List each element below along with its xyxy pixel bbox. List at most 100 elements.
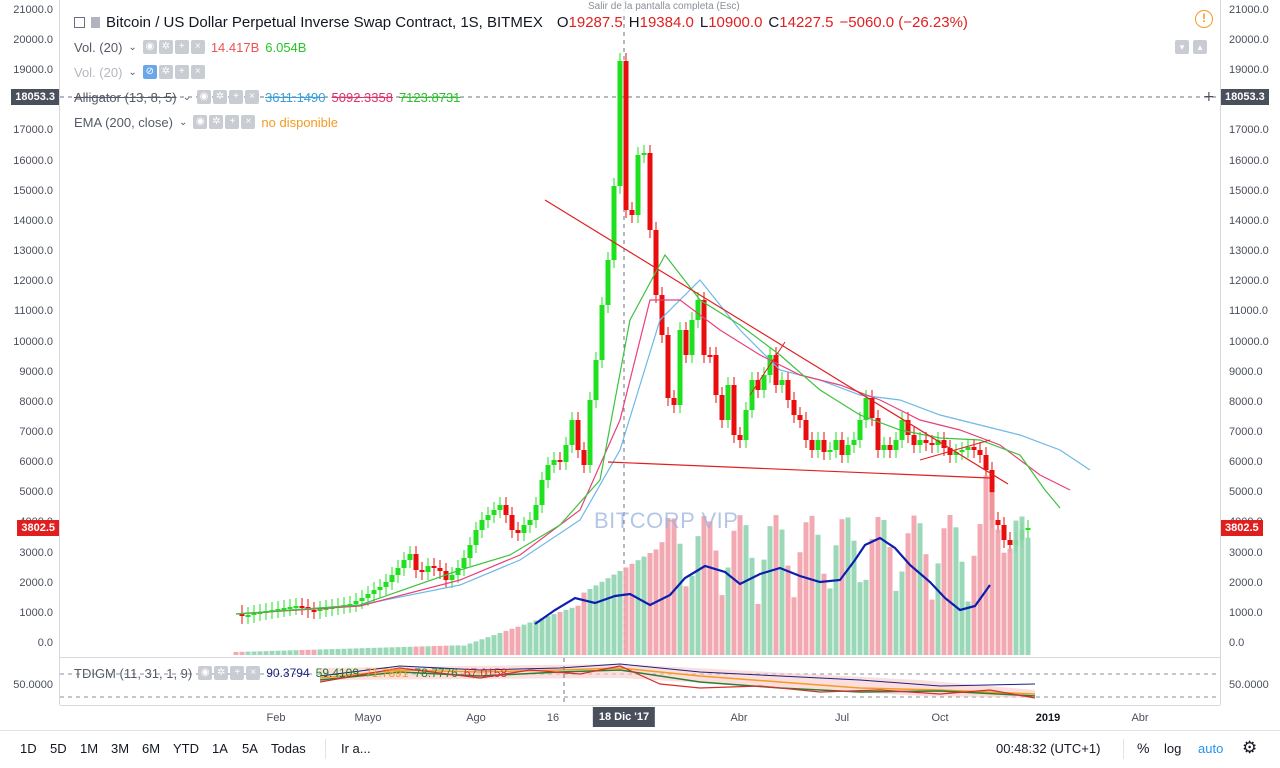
range-button-ytd[interactable]: YTD <box>173 741 199 756</box>
candle-body <box>815 440 821 450</box>
price-chart-canvas[interactable]: + <box>60 0 1220 656</box>
close-icon[interactable]: × <box>190 40 205 54</box>
price-tick-label: 20000.0 <box>13 34 53 46</box>
oscillator-name[interactable]: TDIGM (11, 31, 1, 9) <box>74 665 193 681</box>
oscillator-canvas[interactable] <box>60 658 1220 705</box>
volume-bar <box>893 590 899 655</box>
price-tick-label: 21000.0 <box>13 3 53 16</box>
indicator-name[interactable]: Vol. (20) <box>74 64 123 80</box>
more-icon[interactable]: + <box>174 40 189 54</box>
left-price-axis[interactable]: 21000.020000.019000.018000.017000.016000… <box>0 0 60 705</box>
candle-body <box>653 230 659 295</box>
log-scale-toggle[interactable]: log <box>1164 741 1182 756</box>
collapse-pane-icon[interactable]: ▾ <box>1175 40 1189 54</box>
candle-body <box>599 305 605 360</box>
volume-bar <box>611 574 617 655</box>
main-chart-pane[interactable]: + BITCORP VIP Salir de la pantalla compl… <box>60 0 1220 656</box>
price-tick-label: 5000.0 <box>19 486 53 499</box>
close-icon[interactable]: × <box>241 115 256 129</box>
volume-bar <box>587 589 593 655</box>
volume-bar <box>815 534 821 655</box>
flag-icon[interactable] <box>91 16 100 28</box>
price-tick-label: 6000.0 <box>19 456 53 469</box>
auto-scale-toggle[interactable]: auto <box>1198 741 1224 756</box>
volume-bar <box>371 647 377 655</box>
candle-body <box>557 460 563 462</box>
hidden-eye-icon[interactable]: ⊘ <box>142 65 157 79</box>
time-tick-label: Mayo <box>354 712 382 724</box>
candle-body <box>671 398 677 405</box>
maximize-pane-icon[interactable]: ▴ <box>1193 40 1207 54</box>
price-tick-label: 13000.0 <box>13 245 53 258</box>
candle-body <box>251 613 257 615</box>
symbol-title[interactable]: Bitcoin / US Dollar Perpetual Inverse Sw… <box>106 13 543 31</box>
range-button-1m[interactable]: 1M <box>80 741 99 756</box>
close-icon[interactable]: × <box>246 666 261 680</box>
settings-icon[interactable]: ✲ <box>213 90 227 104</box>
right-price-axis[interactable]: 21000.020000.019000.018000.017000.016000… <box>1220 0 1280 705</box>
gear-icon[interactable]: ⚙ <box>1242 738 1258 757</box>
range-button-3m[interactable]: 3M <box>111 741 130 756</box>
settings-icon[interactable]: ✲ <box>209 115 224 129</box>
indicator-name[interactable]: Alligator (13, 8, 5) <box>74 89 177 105</box>
range-button-todas[interactable]: Todas <box>271 741 306 756</box>
candle-body <box>851 440 857 445</box>
range-button-1d[interactable]: 1D <box>20 741 37 756</box>
more-icon[interactable]: + <box>174 65 189 79</box>
price-tick-label: 17000.0 <box>1229 124 1269 137</box>
eye-icon[interactable]: ◉ <box>198 666 213 680</box>
candle-body <box>977 450 983 455</box>
range-button-5d[interactable]: 5D <box>50 741 67 756</box>
volume-bar <box>311 649 317 655</box>
chevron-down-icon[interactable]: ⌄ <box>182 91 191 103</box>
candle-body <box>953 452 959 455</box>
candle-body <box>935 440 941 445</box>
volume-bar <box>245 651 251 655</box>
chevron-down-icon[interactable]: ⌄ <box>128 41 137 53</box>
range-button-5a[interactable]: 5A <box>242 741 258 756</box>
eye-icon[interactable]: ◉ <box>193 115 208 129</box>
settings-icon[interactable]: ✲ <box>158 65 173 79</box>
price-tick-label: 19000.0 <box>13 64 53 77</box>
percent-scale-toggle[interactable]: % <box>1137 740 1150 756</box>
candle-body <box>395 568 401 575</box>
chevron-down-icon[interactable]: ⌄ <box>179 116 188 128</box>
price-tick-label: 9000.0 <box>1229 365 1263 378</box>
eye-icon[interactable]: ◉ <box>197 90 211 104</box>
time-tick-label: Feb <box>266 712 286 724</box>
settings-icon[interactable]: ✲ <box>214 666 229 680</box>
candle-body <box>659 295 665 335</box>
range-button-1a[interactable]: 1A <box>212 741 228 756</box>
oscillator-line-1 <box>319 663 1036 687</box>
settings-icon[interactable]: ✲ <box>158 40 173 54</box>
more-icon[interactable]: + <box>229 90 243 104</box>
candle-body <box>497 505 503 510</box>
range-button-6m[interactable]: 6M <box>142 741 161 756</box>
eye-icon[interactable]: ◉ <box>142 40 157 54</box>
volume-bar <box>401 646 407 655</box>
ohlc-item: C14227.5 <box>768 14 833 31</box>
collapse-legend-icon[interactable] <box>74 16 85 28</box>
indicator-name[interactable]: EMA (200, close) <box>74 114 173 130</box>
close-icon[interactable]: × <box>190 65 205 79</box>
clock-timezone[interactable]: 00:48:32 (UTC+1) <box>996 741 1101 756</box>
goto-date-button[interactable]: Ir a... <box>341 741 371 756</box>
alert-clock-icon[interactable]: ! <box>1195 10 1213 28</box>
close-icon[interactable]: × <box>245 90 259 104</box>
volume-bar <box>683 586 689 655</box>
volume-bar <box>719 595 725 655</box>
volume-bar <box>473 641 479 655</box>
chevron-down-icon[interactable]: ⌄ <box>128 66 137 78</box>
more-icon[interactable]: + <box>230 666 245 680</box>
more-icon[interactable]: + <box>225 115 240 129</box>
price-tick-label: 11000.0 <box>1229 305 1268 318</box>
candle-body <box>545 465 551 480</box>
time-axis[interactable]: Feb Mayo Ago 16 Abr Jul Oct 2019 Abr 18 Dic '17 <box>60 705 1220 730</box>
price-tick-label: 12000.0 <box>1229 275 1269 288</box>
volume-bar <box>749 557 755 655</box>
oscillator-pane[interactable]: TDIGM (11, 31, 1, 9) ◉ ✲ + × 90.3794 59.4… <box>60 657 1220 705</box>
indicator-name[interactable]: Vol. (20) <box>74 39 123 55</box>
oscillator-value: 59.4109 <box>315 666 360 680</box>
time-tick-label: Jul <box>834 712 850 724</box>
volume-bar <box>545 616 551 655</box>
